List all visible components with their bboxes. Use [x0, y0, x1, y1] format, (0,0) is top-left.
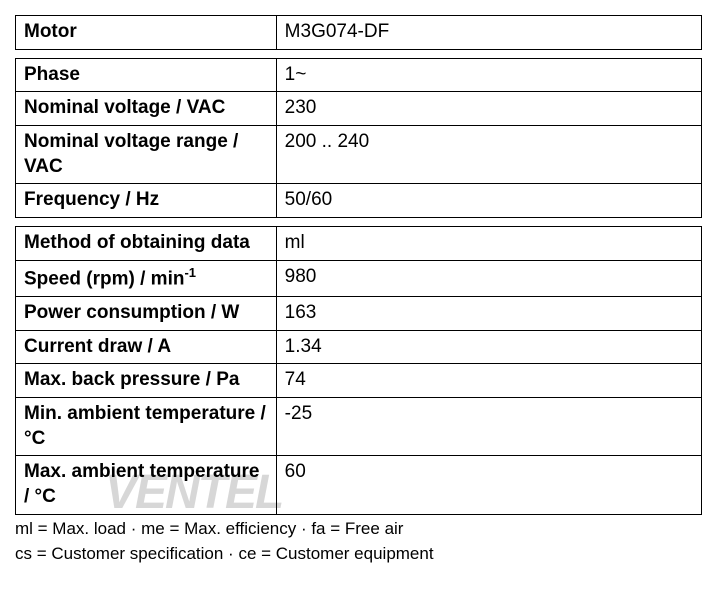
phase-label: Phase [16, 58, 277, 92]
electrical-table: Phase 1~ Nominal voltage / VAC 230 Nomin… [15, 58, 702, 218]
pressure-value: 74 [276, 364, 701, 398]
speed-label-text: Speed (rpm) / min [24, 268, 184, 289]
performance-table: Method of obtaining data ml Speed (rpm) … [15, 226, 702, 515]
speed-label: Speed (rpm) / min-1 [16, 260, 277, 296]
voltage-range-label: Nominal voltage range / VAC [16, 126, 277, 184]
nominal-voltage-label: Nominal voltage / VAC [16, 92, 277, 126]
method-label: Method of obtaining data [16, 227, 277, 261]
motor-label: Motor [16, 16, 277, 50]
phase-value: 1~ [276, 58, 701, 92]
min-temp-label: Min. ambient temperature / °C [16, 397, 277, 455]
power-label: Power consumption / W [16, 296, 277, 330]
speed-label-sup: -1 [184, 265, 196, 280]
table-row: Min. ambient temperature / °C -25 [16, 397, 702, 455]
max-temp-value: 60 [276, 456, 701, 514]
table-row: Power consumption / W 163 [16, 296, 702, 330]
frequency-value: 50/60 [276, 184, 701, 218]
footnote-line-1: ml = Max. load · me = Max. efficiency · … [15, 517, 702, 541]
table-row: Max. ambient temperature / °C 60 [16, 456, 702, 514]
table-row: Current draw / A 1.34 [16, 330, 702, 364]
motor-table: Motor M3G074-DF [15, 15, 702, 50]
nominal-voltage-value: 230 [276, 92, 701, 126]
max-temp-label: Max. ambient temperature / °C [16, 456, 277, 514]
spec-table-container: Motor M3G074-DF Phase 1~ Nominal voltage… [15, 15, 702, 566]
table-row: Nominal voltage range / VAC 200 .. 240 [16, 126, 702, 184]
table-row: Speed (rpm) / min-1 980 [16, 260, 702, 296]
power-value: 163 [276, 296, 701, 330]
pressure-label: Max. back pressure / Pa [16, 364, 277, 398]
footnote-line-2: cs = Customer specification · ce = Custo… [15, 542, 702, 566]
table-row: Nominal voltage / VAC 230 [16, 92, 702, 126]
current-label: Current draw / A [16, 330, 277, 364]
table-row: Motor M3G074-DF [16, 16, 702, 50]
method-value: ml [276, 227, 701, 261]
speed-value: 980 [276, 260, 701, 296]
table-row: Max. back pressure / Pa 74 [16, 364, 702, 398]
frequency-label: Frequency / Hz [16, 184, 277, 218]
min-temp-value: -25 [276, 397, 701, 455]
voltage-range-value: 200 .. 240 [276, 126, 701, 184]
table-row: Phase 1~ [16, 58, 702, 92]
current-value: 1.34 [276, 330, 701, 364]
motor-value: M3G074-DF [276, 16, 701, 50]
table-row: Frequency / Hz 50/60 [16, 184, 702, 218]
table-row: Method of obtaining data ml [16, 227, 702, 261]
